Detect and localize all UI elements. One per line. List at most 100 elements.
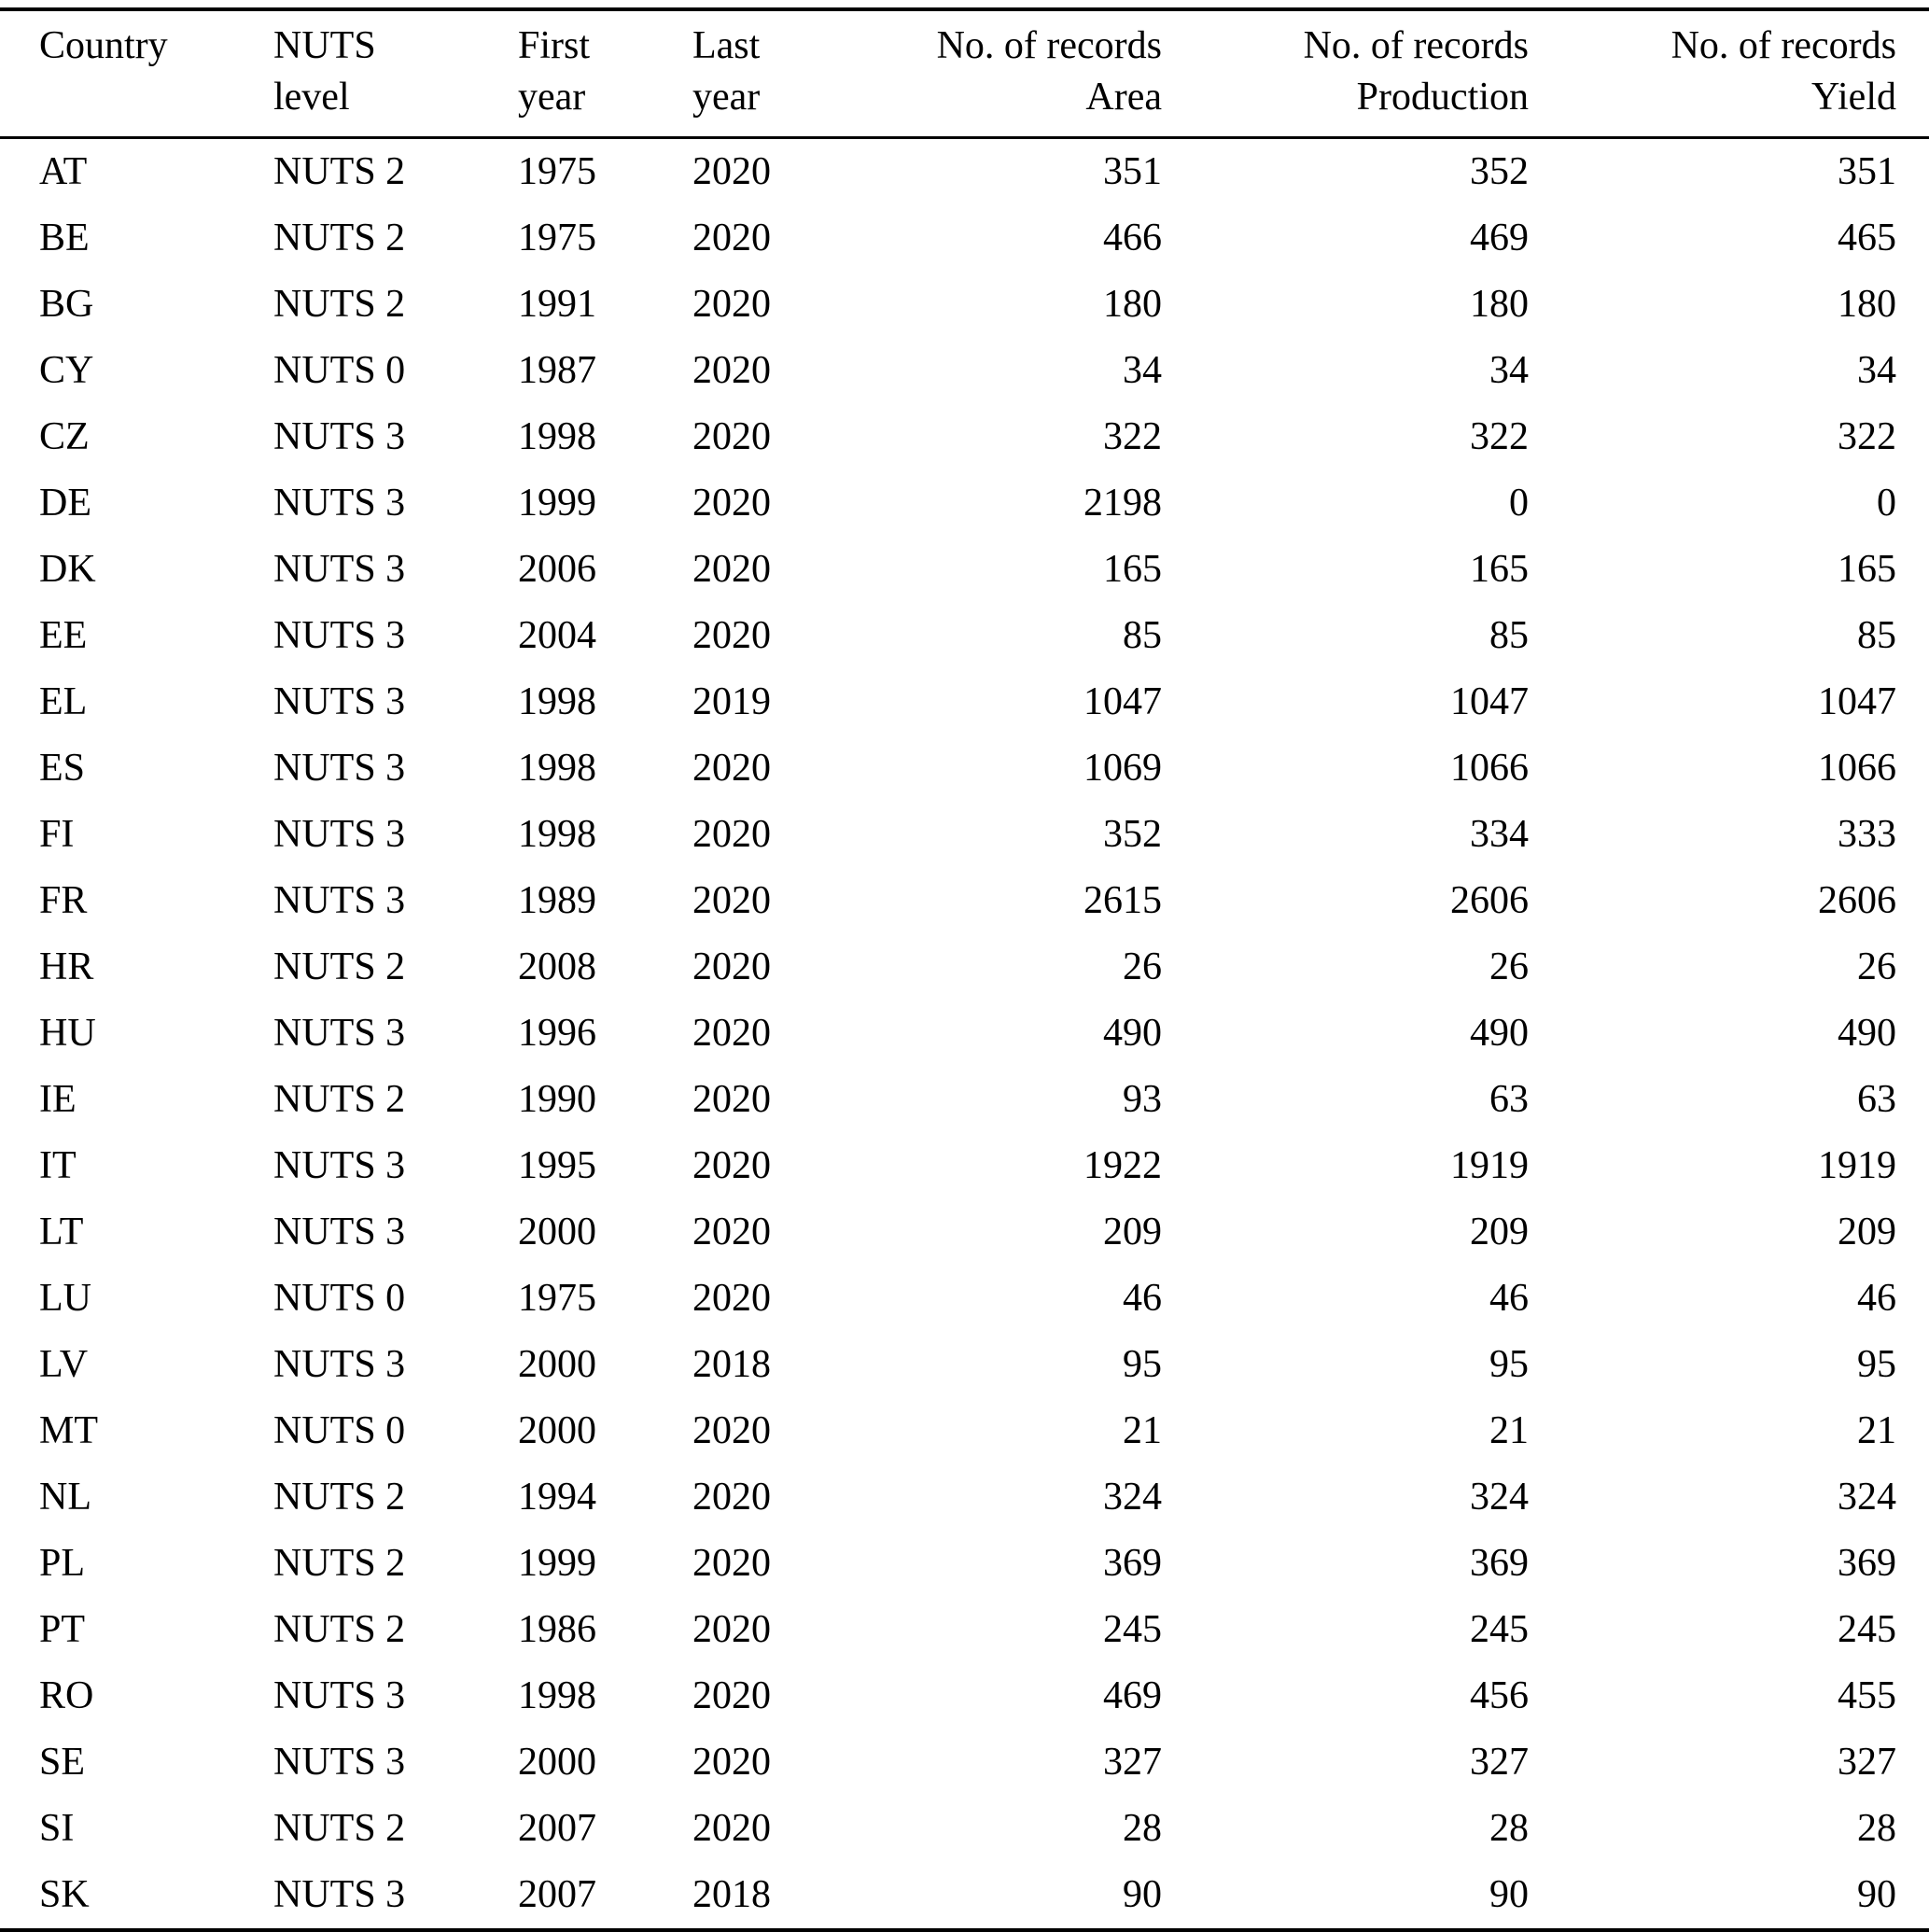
cell-records-area: 85	[1123, 614, 1162, 657]
table-row: PL NUTS 2 1999 2020 369 369 369	[0, 1531, 1929, 1597]
cell-nuts-level: NUTS 3	[273, 1211, 406, 1253]
cell-records-area: 352	[1103, 813, 1162, 856]
cell-records-production: 21	[1489, 1409, 1529, 1452]
cell-records-area: 95	[1123, 1343, 1162, 1386]
cell-first-year: 1975	[518, 150, 596, 193]
cell-records-yield: 465	[1838, 217, 1896, 259]
cell-nuts-level: NUTS 3	[273, 879, 406, 922]
cell-records-yield: 180	[1838, 283, 1896, 326]
cell-records-production: 469	[1470, 217, 1529, 259]
cell-last-year: 2020	[692, 283, 771, 326]
cell-first-year: 2004	[518, 614, 596, 657]
cell-country: SE	[39, 1741, 86, 1784]
cell-records-yield: 28	[1857, 1807, 1896, 1850]
cell-last-year: 2020	[692, 1608, 771, 1651]
cell-records-production: 456	[1470, 1674, 1529, 1717]
cell-records-production: 327	[1470, 1741, 1529, 1784]
cell-first-year: 2008	[518, 945, 596, 988]
cell-records-yield: 1066	[1818, 747, 1896, 790]
cell-last-year: 2020	[692, 747, 771, 790]
cell-last-year: 2020	[692, 879, 771, 922]
table-row: LT NUTS 3 2000 2020 209 209 209	[0, 1199, 1929, 1266]
cell-nuts-level: NUTS 2	[273, 150, 406, 193]
cell-records-yield: 26	[1857, 945, 1896, 988]
cell-first-year: 1996	[518, 1012, 596, 1055]
cell-records-yield: 209	[1838, 1211, 1896, 1253]
cell-records-area: 2198	[1083, 482, 1162, 525]
cell-first-year: 2000	[518, 1211, 596, 1253]
col-header-records-production-line1: No. of records	[1303, 24, 1529, 67]
cell-last-year: 2019	[692, 680, 771, 723]
cell-records-production: 490	[1470, 1012, 1529, 1055]
cell-first-year: 1995	[518, 1144, 596, 1187]
cell-records-area: 209	[1103, 1211, 1162, 1253]
table-row: CY NUTS 0 1987 2020 34 34 34	[0, 338, 1929, 404]
col-header-records-area-line2: Area	[1085, 76, 1162, 119]
cell-records-area: 351	[1103, 150, 1162, 193]
table-header: Country NUTS level First year Last year …	[0, 9, 1929, 139]
table-row: SE NUTS 3 2000 2020 327 327 327	[0, 1729, 1929, 1796]
cell-country: CY	[39, 349, 94, 392]
table-row: FR NUTS 3 1989 2020 2615 2606 2606	[0, 868, 1929, 934]
cell-records-area: 369	[1103, 1542, 1162, 1585]
cell-records-production: 63	[1489, 1078, 1529, 1121]
cell-records-production: 26	[1489, 945, 1529, 988]
table-row: HU NUTS 3 1996 2020 490 490 490	[0, 1001, 1929, 1067]
cell-first-year: 1991	[518, 283, 596, 326]
cell-country: DK	[39, 548, 96, 591]
cell-last-year: 2020	[692, 1807, 771, 1850]
cell-records-yield: 63	[1857, 1078, 1896, 1121]
cell-first-year: 1998	[518, 813, 596, 856]
cell-nuts-level: NUTS 3	[273, 415, 406, 458]
table-row: EE NUTS 3 2004 2020 85 85 85	[0, 603, 1929, 669]
cell-last-year: 2020	[692, 1476, 771, 1519]
cell-first-year: 2000	[518, 1409, 596, 1452]
cell-records-yield: 369	[1838, 1542, 1896, 1585]
cell-records-yield: 1047	[1818, 680, 1896, 723]
cell-nuts-level: NUTS 2	[273, 1476, 406, 1519]
cell-last-year: 2020	[692, 1741, 771, 1784]
col-header-records-production: No. of records Production	[1171, 9, 1538, 139]
cell-nuts-level: NUTS 0	[273, 1409, 406, 1452]
col-header-records-yield: No. of records Yield	[1538, 9, 1929, 139]
cell-first-year: 2000	[518, 1343, 596, 1386]
cell-records-production: 2606	[1450, 879, 1529, 922]
col-header-last-year-line2: year	[692, 76, 761, 119]
cell-country: BE	[39, 217, 90, 259]
cell-country: NL	[39, 1476, 91, 1519]
cell-first-year: 2007	[518, 1807, 596, 1850]
cell-last-year: 2020	[692, 1277, 771, 1320]
cell-first-year: 1999	[518, 482, 596, 525]
cell-nuts-level: NUTS 2	[273, 1608, 406, 1651]
cell-records-area: 1922	[1083, 1144, 1162, 1187]
table-row: DK NUTS 3 2006 2020 165 165 165	[0, 537, 1929, 603]
cell-records-production: 334	[1470, 813, 1529, 856]
cell-last-year: 2020	[692, 217, 771, 259]
cell-first-year: 1998	[518, 680, 596, 723]
table-row: LV NUTS 3 2000 2018 95 95 95	[0, 1332, 1929, 1398]
cell-nuts-level: NUTS 3	[273, 680, 406, 723]
cell-country: IE	[39, 1078, 77, 1121]
cell-last-year: 2020	[692, 1409, 771, 1452]
cell-records-yield: 165	[1838, 548, 1896, 591]
cell-last-year: 2020	[692, 548, 771, 591]
cell-country: CZ	[39, 415, 90, 458]
cell-last-year: 2020	[692, 349, 771, 392]
cell-records-area: 490	[1103, 1012, 1162, 1055]
cell-country: BG	[39, 283, 94, 326]
cell-country: ES	[39, 747, 86, 790]
cell-country: MT	[39, 1409, 98, 1452]
cell-records-yield: 245	[1838, 1608, 1896, 1651]
cell-first-year: 1998	[518, 747, 596, 790]
cell-last-year: 2018	[692, 1343, 771, 1386]
cell-nuts-level: NUTS 3	[273, 1873, 406, 1916]
cell-records-yield: 95	[1857, 1343, 1896, 1386]
cell-first-year: 1975	[518, 1277, 596, 1320]
cell-last-year: 2020	[692, 945, 771, 988]
table-row: ES NUTS 3 1998 2020 1069 1066 1066	[0, 735, 1929, 802]
table-row: HR NUTS 2 2008 2020 26 26 26	[0, 934, 1929, 1001]
cell-nuts-level: NUTS 2	[273, 1542, 406, 1585]
cell-records-area: 324	[1103, 1476, 1162, 1519]
cell-country: HR	[39, 945, 94, 988]
